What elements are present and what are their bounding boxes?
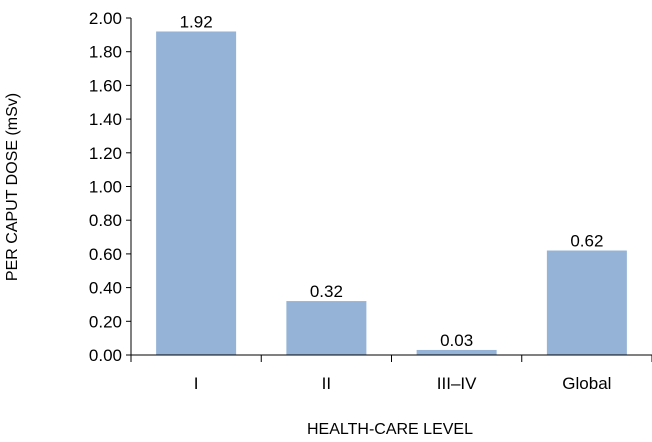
x-tick-label: III–IV: [437, 374, 477, 393]
bar: [416, 349, 497, 355]
x-tick-label: II: [322, 374, 331, 393]
y-tick-label: 0.80: [89, 211, 122, 230]
y-tick-label: 1.00: [89, 178, 122, 197]
x-axis-title: HEALTH-CARE LEVEL: [307, 421, 473, 438]
x-axis-ticks: I II III–IV Global: [130, 355, 652, 393]
y-tick-label: 1.20: [89, 144, 122, 163]
bar: [546, 250, 627, 355]
x-tick-label: I: [194, 374, 199, 393]
y-tick-label: 1.60: [89, 76, 122, 95]
bar-value-label: 0.62: [570, 232, 603, 251]
y-tick-label: 0.00: [89, 346, 122, 365]
bar: [156, 31, 237, 355]
y-tick-label: 0.40: [89, 279, 122, 298]
bars: 1.92 0.32 0.03 0.62: [156, 12, 627, 355]
bar: [286, 301, 367, 355]
axes: [130, 18, 652, 356]
bar-value-label: 0.32: [310, 282, 343, 301]
bar-value-label: 0.03: [440, 331, 473, 350]
y-axis-ticks: 0.00 0.20 0.40 0.60 0.80 1.00 1.20 1.40 1.60 1.80…: [89, 9, 131, 365]
y-tick-label: 1.40: [89, 110, 122, 129]
y-tick-label: 0.60: [89, 245, 122, 264]
y-tick-label: 1.80: [89, 43, 122, 62]
x-tick-label: Global: [562, 374, 611, 393]
y-tick-label: 0.20: [89, 312, 122, 331]
y-axis-title: PER CAPUT DOSE (mSv): [4, 93, 21, 281]
bar-value-label: 1.92: [180, 12, 213, 31]
y-tick-label: 2.00: [89, 9, 122, 28]
